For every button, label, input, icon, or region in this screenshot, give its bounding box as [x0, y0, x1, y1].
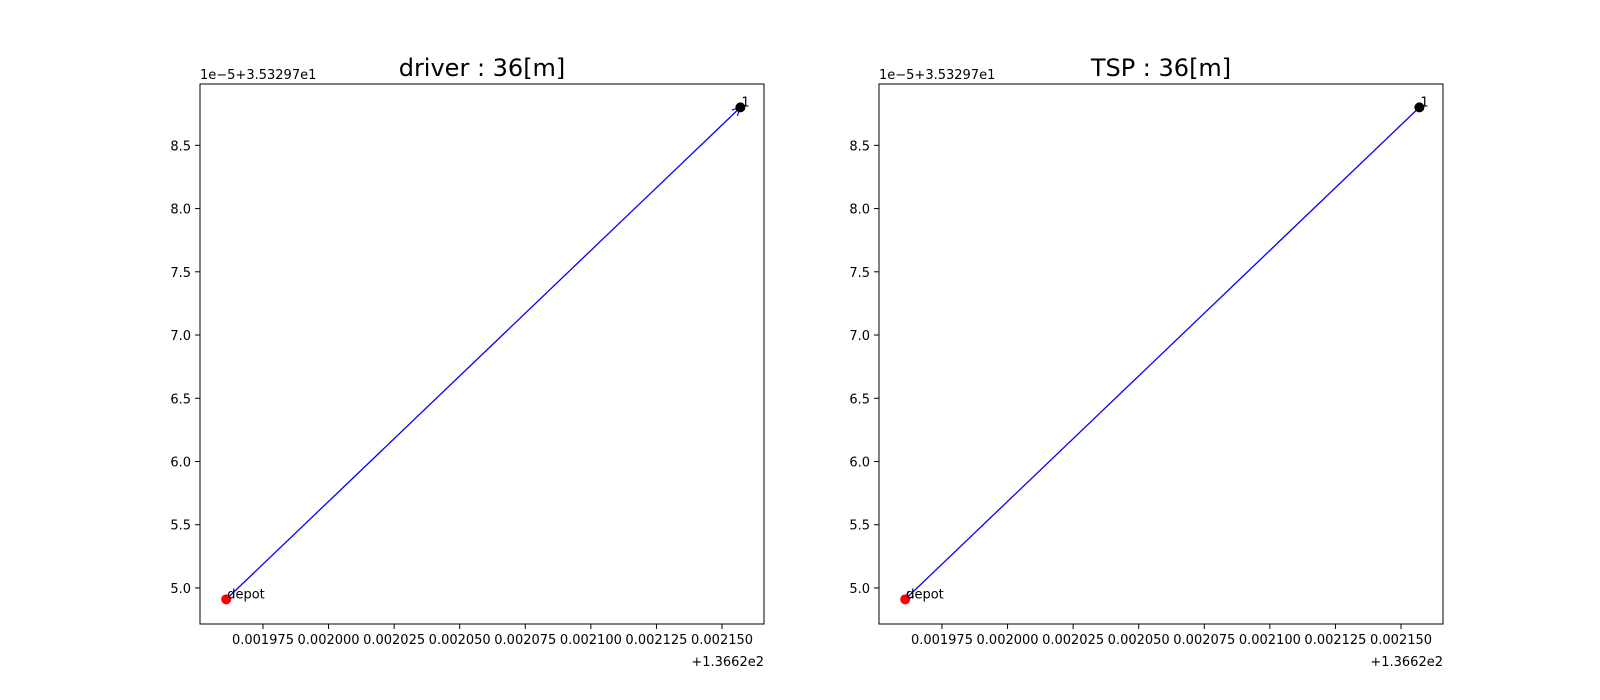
x-tick-label: 0.002025: [1042, 633, 1104, 648]
x-tick-label: 0.002100: [1239, 633, 1301, 648]
x-tick-label: 0.002075: [1173, 633, 1235, 648]
y-tick-label: 8.0: [170, 203, 191, 218]
route-arrow: [905, 106, 1420, 599]
chart-title: TSP : 36[m]: [1090, 54, 1231, 82]
y-tick-label: 5.5: [849, 519, 870, 534]
y-tick-label: 6.0: [170, 455, 191, 470]
y-tick-label: 6.5: [849, 392, 870, 407]
y-tick-label: 6.5: [170, 392, 191, 407]
point-1: [735, 102, 746, 113]
x-tick-label: 0.002025: [363, 633, 425, 648]
chart-panel-2: TSP : 36[m] 1e−5+3.53297e1 +1.3662e2 0.0019…: [849, 54, 1444, 670]
chart-panel-1: driver : 36[m] 1e−5+3.53297e1 +1.3662e2 0.0…: [170, 54, 765, 670]
point-depot: [900, 594, 911, 605]
x-tick-label: 0.002100: [560, 633, 622, 648]
x-offset-label: +1.3662e2: [691, 655, 764, 670]
y-tick-label: 8.5: [170, 139, 191, 154]
x-tick-label: 0.002150: [1370, 633, 1432, 648]
x-tick-label: 0.002050: [429, 633, 491, 648]
route-arrow: [225, 107, 740, 600]
x-tick-label: 0.002000: [977, 633, 1039, 648]
y-tick-label: 5.0: [849, 582, 870, 597]
point-label-depot: depot: [906, 587, 944, 602]
point-1: [1414, 102, 1425, 113]
point-depot: [221, 594, 232, 605]
y-tick-label: 7.0: [849, 329, 870, 344]
y-tick-label: 7.5: [170, 266, 191, 281]
chart-title: driver : 36[m]: [399, 54, 566, 82]
x-tick-label: 0.001975: [232, 633, 294, 648]
y-tick-label: 7.5: [849, 266, 870, 281]
y-tick-label: 7.0: [170, 329, 191, 344]
y-tick-label: 6.0: [849, 455, 870, 470]
x-tick-label: 0.002075: [494, 633, 556, 648]
y-tick-label: 5.0: [170, 582, 191, 597]
y-offset-label: 1e−5+3.53297e1: [200, 68, 316, 83]
point-label-1: 1: [1420, 95, 1428, 110]
point-label-depot: depot: [227, 587, 265, 602]
x-tick-label: 0.002150: [691, 633, 753, 648]
y-offset-label: 1e−5+3.53297e1: [879, 68, 995, 83]
x-tick-label: 0.001975: [911, 633, 973, 648]
x-tick-label: 0.002050: [1108, 633, 1170, 648]
x-tick-label: 0.002125: [1304, 633, 1366, 648]
y-tick-label: 8.5: [849, 139, 870, 154]
x-tick-label: 0.002000: [298, 633, 360, 648]
x-tick-label: 0.002125: [625, 633, 687, 648]
point-label-1: 1: [741, 95, 749, 110]
y-tick-label: 8.0: [849, 203, 870, 218]
y-tick-label: 5.5: [170, 519, 191, 534]
x-offset-label: +1.3662e2: [1370, 655, 1443, 670]
